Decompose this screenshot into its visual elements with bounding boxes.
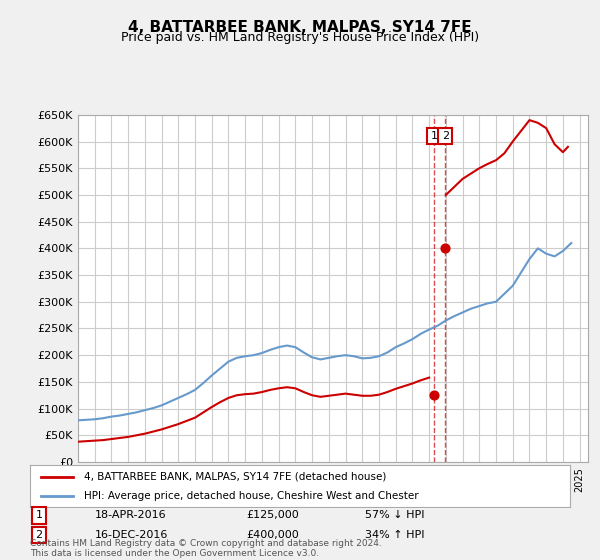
Text: 2: 2 [35,530,43,540]
Text: 16-DEC-2016: 16-DEC-2016 [95,530,168,540]
Text: 2: 2 [442,131,449,141]
Text: 1: 1 [431,131,437,141]
Text: £125,000: £125,000 [246,510,299,520]
Text: £400,000: £400,000 [246,530,299,540]
Text: Contains HM Land Registry data © Crown copyright and database right 2024.
This d: Contains HM Land Registry data © Crown c… [30,539,382,558]
Point [430,391,439,400]
Text: 34% ↑ HPI: 34% ↑ HPI [365,530,424,540]
Text: Price paid vs. HM Land Registry's House Price Index (HPI): Price paid vs. HM Land Registry's House … [121,31,479,44]
Text: 1: 1 [35,510,43,520]
Text: 57% ↓ HPI: 57% ↓ HPI [365,510,424,520]
Text: 4, BATTARBEE BANK, MALPAS, SY14 7FE (detached house): 4, BATTARBEE BANK, MALPAS, SY14 7FE (det… [84,472,386,482]
Text: 18-APR-2016: 18-APR-2016 [95,510,166,520]
Point [440,244,450,253]
Text: 4, BATTARBEE BANK, MALPAS, SY14 7FE: 4, BATTARBEE BANK, MALPAS, SY14 7FE [128,20,472,35]
Text: HPI: Average price, detached house, Cheshire West and Chester: HPI: Average price, detached house, Ches… [84,491,419,501]
